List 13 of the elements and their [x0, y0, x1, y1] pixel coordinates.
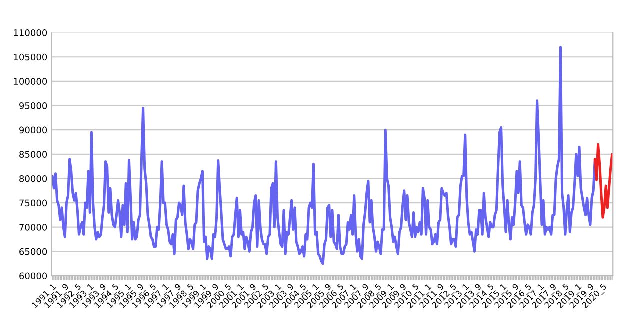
y-tick-label: 85000 [20, 151, 48, 158]
y-tick-label: 70000 [20, 224, 48, 231]
y-tick-label: 95000 [20, 102, 48, 110]
y-tick-label: 100000 [14, 78, 48, 85]
y-tick-label: 60000 [20, 272, 48, 280]
line-series [52, 46, 596, 266]
y-tick-label: 65000 [20, 248, 48, 256]
y-tick-label: 110000 [14, 30, 48, 36]
line-series [594, 143, 614, 219]
y-tick-label: 75000 [20, 200, 48, 207]
y-tick-label: 105000 [14, 54, 48, 61]
y-tick-label: 90000 [20, 126, 48, 134]
y-tick-label: 80000 [20, 175, 48, 182]
